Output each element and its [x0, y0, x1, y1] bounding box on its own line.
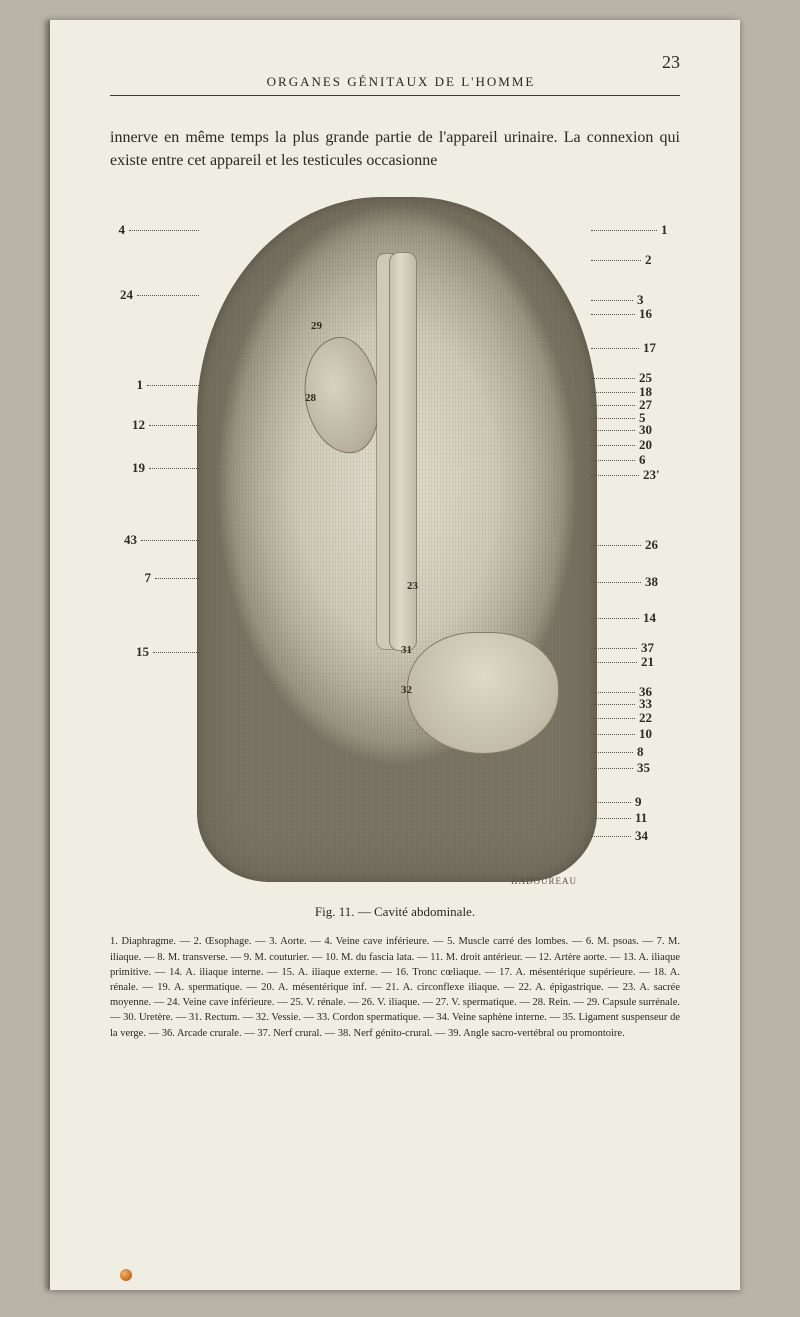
- callout-inside: 32: [401, 684, 412, 696]
- engraver-signature: HADOUREAU: [511, 876, 577, 886]
- callout-right: 34: [591, 828, 675, 844]
- callout-right: 20: [591, 437, 675, 453]
- callout-right: 35: [591, 760, 675, 776]
- figure-legend: 1. Diaphragme. — 2. Œsophage. — 3. Aorte…: [110, 934, 680, 1041]
- callout-left: 7: [115, 570, 199, 586]
- figure-caption: Fig. 11. — Cavité abdominale.: [110, 904, 680, 920]
- callout-right: 22: [591, 710, 675, 726]
- callout-left: 19: [115, 460, 199, 476]
- figure-11: HADOUREAU 424112194371512316172518275302…: [115, 192, 675, 892]
- running-header: ORGANES GÉNITAUX DE L'HOMME 23: [110, 70, 680, 96]
- callout-right: 26: [591, 537, 675, 553]
- callout-right: 11: [591, 810, 675, 826]
- callout-right: 2: [591, 252, 675, 268]
- callout-right: 16: [591, 306, 675, 322]
- callout-inside: 31: [401, 644, 412, 656]
- callout-right: 21: [591, 654, 675, 670]
- callout-inside: 29: [311, 320, 322, 332]
- callout-right: 1: [591, 222, 675, 238]
- callout-right: 30: [591, 422, 675, 438]
- callout-right: 8: [591, 744, 675, 760]
- callout-left: 15: [115, 644, 199, 660]
- body-paragraph: innerve en même temps la plus grande par…: [110, 126, 680, 172]
- pelvic-mass-shape: [407, 632, 559, 754]
- callout-right: 6: [591, 452, 675, 468]
- callout-inside: 28: [305, 392, 316, 404]
- callout-right: 17: [591, 340, 675, 356]
- callout-right: 10: [591, 726, 675, 742]
- orange-dot-artifact: [120, 1269, 132, 1281]
- callout-inside: 23: [407, 580, 418, 592]
- callout-left: 24: [115, 287, 199, 303]
- callout-left: 12: [115, 417, 199, 433]
- callout-left: 43: [115, 532, 199, 548]
- header-title: ORGANES GÉNITAUX DE L'HOMME: [140, 74, 662, 90]
- callout-right: 9: [591, 794, 675, 810]
- callout-right: 23': [591, 467, 675, 483]
- callout-left: 1: [115, 377, 199, 393]
- anatomical-engraving: [197, 197, 597, 882]
- callout-right: 38: [591, 574, 675, 590]
- scanned-page: ORGANES GÉNITAUX DE L'HOMME 23 innerve e…: [50, 20, 740, 1290]
- callout-right: 14: [591, 610, 675, 626]
- callout-left: 4: [115, 222, 199, 238]
- page-number: 23: [662, 52, 680, 73]
